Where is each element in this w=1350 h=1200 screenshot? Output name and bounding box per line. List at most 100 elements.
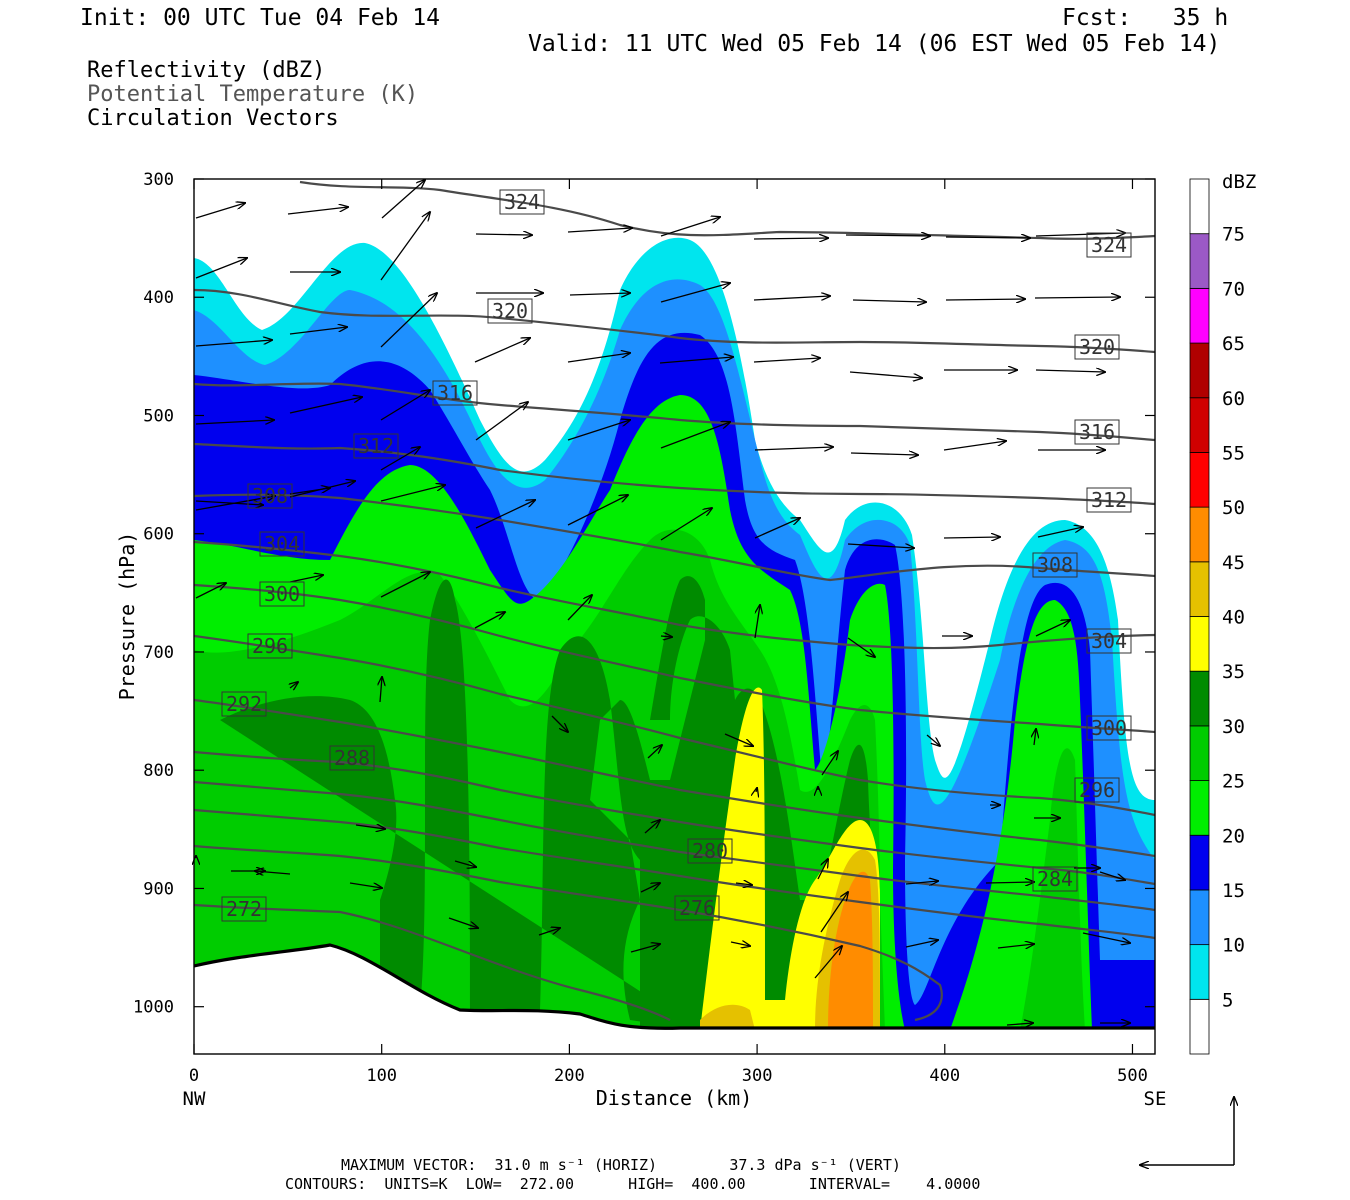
theta-label-box bbox=[674, 895, 720, 921]
theta-label: 280 bbox=[692, 839, 728, 863]
circulation-vector bbox=[195, 258, 247, 279]
theta-contour-272 bbox=[194, 903, 671, 1021]
circulation-vector bbox=[380, 390, 430, 421]
colorbar-label: 35 bbox=[1222, 661, 1245, 683]
theta-label-box bbox=[259, 581, 305, 607]
theta-label: 312 bbox=[1091, 488, 1127, 512]
circulation-vector bbox=[1034, 729, 1036, 746]
y-tick-label: 800 bbox=[143, 761, 174, 781]
colorbar-label: 30 bbox=[1222, 716, 1245, 738]
x-tick-label: 300 bbox=[742, 1066, 773, 1086]
circulation-vector bbox=[945, 237, 1030, 238]
circulation-vector bbox=[997, 944, 1034, 948]
circulation-vector bbox=[630, 944, 660, 953]
colorbar-unit: dBZ bbox=[1222, 171, 1256, 193]
theta-label: 304 bbox=[1091, 629, 1127, 653]
circulation-vector bbox=[1035, 370, 1105, 372]
circulation-vector bbox=[255, 871, 291, 874]
colorbar: 5 10 15 20 25 30 35 40 45 50 55 60 65 70 75 dBZ bbox=[1189, 171, 1256, 1055]
colorbar-swatch bbox=[1189, 616, 1210, 672]
circulation-vector bbox=[1034, 297, 1120, 298]
theta-label: 300 bbox=[264, 582, 300, 606]
circulation-vector bbox=[945, 299, 1025, 300]
circulation-vector bbox=[943, 441, 1006, 451]
colorbar-label: 50 bbox=[1222, 497, 1245, 519]
maximum-vector-note: MAXIMUM VECTOR: 31.0 m s⁻¹ (HORIZ) 37.3 … bbox=[341, 1156, 901, 1174]
circulation-vector bbox=[660, 636, 672, 637]
theta-label: 284 bbox=[1037, 867, 1073, 891]
y-tick-label: 900 bbox=[143, 879, 174, 899]
theta-label: 288 bbox=[334, 746, 370, 770]
circulation-vector bbox=[640, 883, 660, 893]
colorbar-label: 10 bbox=[1222, 935, 1245, 957]
theta-contour-296 bbox=[194, 634, 1155, 817]
init-time: Init: 00 UTC Tue 04 Feb 14 bbox=[80, 5, 441, 31]
circulation-vector bbox=[380, 447, 420, 471]
circulation-vector bbox=[195, 583, 226, 599]
theta-label-box bbox=[247, 633, 293, 659]
circulation-vector bbox=[289, 327, 347, 335]
circulation-vector bbox=[475, 234, 532, 235]
theta-label-box bbox=[687, 838, 733, 864]
plot-frame bbox=[193, 178, 1156, 1055]
circulation-vector bbox=[817, 859, 828, 880]
x-end-label-nw: NW bbox=[183, 1088, 206, 1110]
circulation-vector bbox=[287, 207, 348, 215]
colorbar-swatch bbox=[1189, 233, 1210, 289]
circulation-vector bbox=[753, 358, 820, 363]
y-axis-title: Pressure (hPa) bbox=[115, 532, 139, 701]
colorbar-swatch bbox=[1189, 998, 1210, 1055]
colorbar-swatch bbox=[1189, 834, 1210, 891]
theta-label: 308 bbox=[1037, 553, 1073, 577]
circulation-vector bbox=[475, 500, 535, 529]
circulation-vector bbox=[380, 293, 437, 348]
theta-contour-320 bbox=[194, 288, 1155, 354]
x-tick-label: 500 bbox=[1117, 1066, 1148, 1086]
circulation-vector bbox=[1099, 871, 1125, 880]
circulation-vector bbox=[195, 420, 274, 425]
theta-label-box bbox=[487, 298, 533, 324]
x-tick-label: 0 bbox=[189, 1066, 199, 1086]
theta-legend: Potential Temperature (K) bbox=[87, 82, 419, 107]
colorbar-label: 20 bbox=[1222, 825, 1245, 847]
colorbar-swatch bbox=[1189, 452, 1210, 508]
circulation-vector bbox=[754, 605, 760, 639]
circulation-vector bbox=[1082, 932, 1130, 943]
circulation-vector bbox=[644, 820, 660, 834]
y-tick-label: 700 bbox=[143, 643, 174, 663]
circulation-vector bbox=[195, 340, 272, 347]
circulation-vector bbox=[567, 420, 630, 441]
circulation-vector bbox=[821, 751, 838, 776]
theta-contour-labels: 324 324 320 320 316 316 312 312 308 308 304 304 300 3… bbox=[221, 189, 1132, 922]
colorbar-swatch bbox=[1189, 178, 1210, 235]
circulation-vector bbox=[195, 496, 275, 511]
theta-label: 320 bbox=[1079, 335, 1115, 359]
colorbar-swatch bbox=[1189, 342, 1210, 399]
circulation-vector bbox=[448, 917, 478, 928]
y-tick-label: 600 bbox=[143, 525, 174, 545]
colorbar-swatch bbox=[1189, 506, 1210, 563]
circulation-vector bbox=[475, 402, 528, 441]
theta-label-box bbox=[499, 189, 545, 215]
theta-label-box bbox=[247, 483, 293, 509]
circulation-vector bbox=[569, 293, 630, 295]
theta-label-box bbox=[1086, 628, 1132, 654]
axes: 0 100 200 300 400 500 300 400 500 600 700 800 900 100… bbox=[115, 170, 1166, 1110]
colorbar-swatch bbox=[1189, 944, 1210, 1000]
theta-contour-280 bbox=[194, 808, 1155, 940]
theta-label-box bbox=[1086, 487, 1132, 513]
y-tick-label: 300 bbox=[143, 170, 174, 190]
forecast-hour: Fcst: 35 h bbox=[1062, 5, 1229, 31]
circulation-vector bbox=[380, 572, 430, 598]
theta-contour-312 bbox=[194, 442, 1155, 506]
theta-label: 300 bbox=[1091, 716, 1127, 740]
circulation-vector bbox=[659, 357, 733, 364]
theta-label: 296 bbox=[252, 634, 288, 658]
circulation-vectors bbox=[196, 180, 1130, 1025]
theta-label-box bbox=[1032, 552, 1078, 578]
circulation-vector bbox=[380, 485, 445, 502]
colorbar-label: 55 bbox=[1222, 442, 1245, 464]
theta-contour-304 bbox=[194, 540, 1155, 650]
theta-label-box bbox=[1032, 866, 1078, 892]
